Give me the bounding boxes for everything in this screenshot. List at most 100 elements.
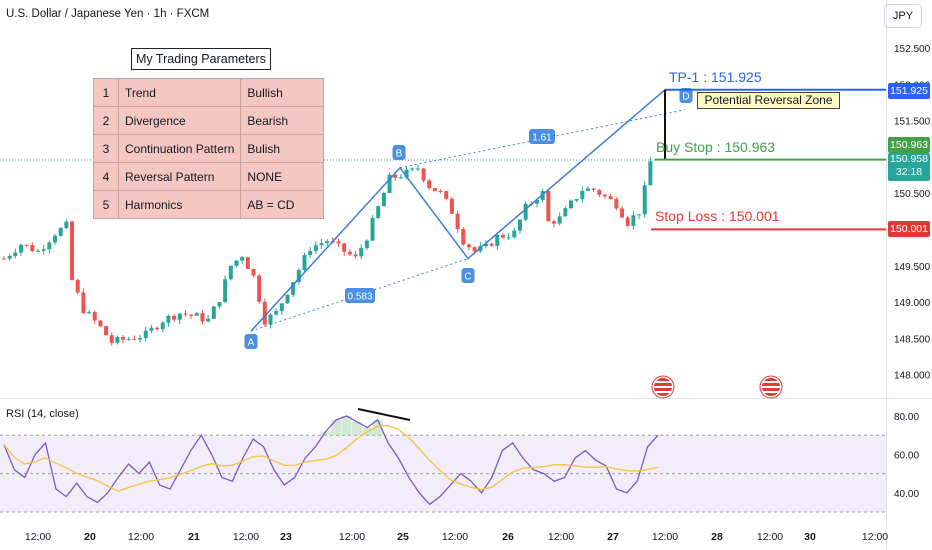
candle-body [223, 279, 228, 303]
point-d-label-text: D [682, 92, 689, 103]
candle-body [359, 248, 364, 257]
prz-box: Potential Reversal Zone [697, 92, 840, 109]
candle-body [620, 208, 625, 218]
time-tick: 30 [804, 531, 816, 543]
candle-body [540, 191, 545, 201]
point-d-label [679, 88, 693, 103]
candle-body [489, 243, 494, 246]
point-b-label-text: B [396, 149, 403, 160]
candle-body [245, 257, 250, 269]
candle-body [563, 208, 568, 217]
candle-body [557, 216, 562, 224]
row-num: 4 [93, 162, 119, 191]
time-tick: 12:00 [128, 531, 154, 543]
candle-body [302, 255, 307, 270]
candle-body [637, 214, 642, 216]
candle-body [642, 185, 647, 215]
candle-body [347, 251, 352, 255]
candle-body [2, 258, 6, 260]
candle-body [109, 335, 114, 343]
candle-body [580, 190, 585, 200]
candle-body [262, 301, 267, 325]
rsi-label[interactable]: RSI (14, close) [6, 408, 79, 420]
last-price-tag: 150.958 32:18 [888, 153, 930, 181]
params-table: 1 Trend Bullish 2 Divergence Bearish 3 Contin… [93, 78, 325, 219]
candle-body [427, 180, 432, 189]
candle-body [614, 199, 619, 209]
stop-loss-label: Stop Loss : 150.001 [655, 208, 780, 224]
table-row: 2 Divergence Bearish [93, 106, 325, 135]
currency-selector[interactable]: JPY [884, 4, 922, 28]
rsi-tick: 60.00 [894, 450, 919, 461]
table-row: 3 Continuation Pattern Bulish [93, 134, 325, 163]
candle-body [586, 188, 591, 191]
candle-body [631, 215, 636, 226]
time-tick: 12:00 [862, 531, 888, 543]
candle-body [92, 312, 97, 321]
candle-body [342, 243, 347, 252]
candle-body [160, 322, 165, 330]
params-title: My Trading Parameters [131, 48, 271, 70]
candle-body [172, 315, 177, 320]
candle-body [410, 168, 415, 170]
candle-body [432, 188, 437, 192]
candle-body [183, 313, 188, 315]
candle-body [393, 174, 398, 178]
point-c-label-text: C [464, 272, 471, 283]
candle-body [398, 177, 403, 179]
candle-body [285, 294, 290, 304]
candle-body [98, 320, 103, 327]
candle-body [608, 196, 613, 200]
price-tick: 149.500 [894, 262, 931, 273]
candle-body [70, 221, 75, 280]
time-tick: 12:00 [25, 531, 51, 543]
candle-body [319, 243, 324, 246]
row-value: Bullish [240, 78, 325, 107]
candle-body [13, 252, 18, 256]
candle-body [472, 247, 477, 252]
time-tick: 21 [188, 531, 200, 543]
point-a-label-text: A [248, 338, 255, 349]
time-tick: 25 [397, 531, 409, 543]
rsi-tick: 40.00 [894, 489, 919, 500]
price-tick: 151.500 [894, 117, 931, 128]
row-label: Harmonics [117, 190, 242, 219]
symbol-title[interactable]: U.S. Dollar / Japanese Yen · 1h · FXCM [6, 8, 210, 20]
candle-body [534, 200, 539, 204]
candle-body [211, 306, 216, 319]
candle-body [381, 192, 386, 207]
buy-stop-label: Buy Stop : 150.963 [656, 139, 776, 155]
table-row: 5 Harmonics AB = CD [93, 190, 325, 219]
price-tick: 149.000 [894, 298, 931, 309]
candle-body [138, 337, 143, 340]
time-tick: 28 [711, 531, 723, 543]
fib-lower-label-text: 0.583 [347, 292, 372, 303]
candle-body [500, 234, 505, 238]
candle-body [308, 250, 313, 256]
tp-price-tag: 151.925 [888, 83, 930, 99]
candle-body [268, 314, 273, 325]
point-a-label [244, 334, 258, 349]
candle-body [149, 327, 154, 331]
row-num: 5 [93, 190, 119, 219]
time-tick: 20 [84, 531, 96, 543]
rsi-tick: 80.00 [894, 412, 919, 423]
candle-body [483, 243, 488, 247]
candle-body [466, 244, 471, 248]
point-c-label [461, 268, 475, 283]
candle-body [325, 241, 330, 244]
candle-body [126, 338, 131, 340]
candle-body [228, 265, 233, 280]
us-flag-icon[interactable] [654, 378, 672, 396]
row-label: Divergence [117, 106, 242, 135]
candle-body [574, 199, 579, 201]
rsi-ma-line [3, 424, 659, 492]
candle-body [387, 174, 392, 193]
candle-body [597, 189, 602, 195]
time-tick: 12:00 [548, 531, 574, 543]
candle-body [279, 303, 284, 312]
us-flag-icon[interactable] [762, 378, 780, 396]
row-value: Bulish [240, 134, 325, 163]
row-label: Reversal Pattern [117, 162, 242, 191]
